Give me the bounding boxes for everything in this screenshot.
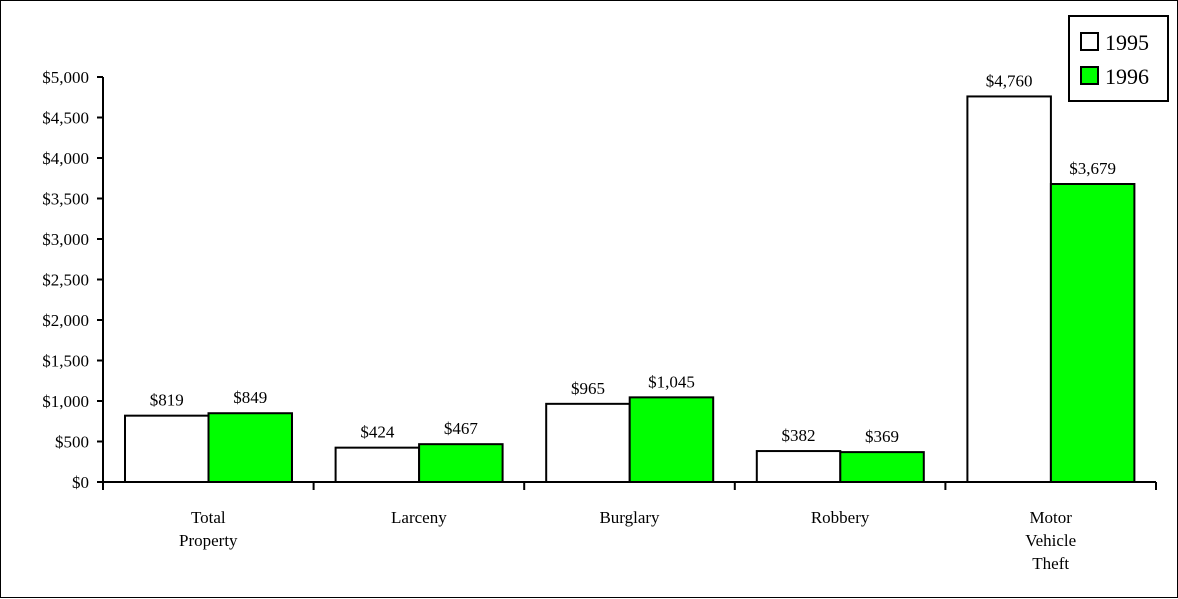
bar-1995	[545, 402, 631, 483]
legend-label-1995: 1995	[1105, 30, 1149, 55]
y-tick-label: $4,000	[42, 149, 89, 168]
y-tick-label: $2,000	[42, 311, 89, 330]
x-category-label: Total Property	[179, 508, 238, 550]
bar-value-label: $424	[360, 423, 395, 442]
x-category-label: Motor Vehicle Theft	[1025, 508, 1076, 573]
bar-value-label: $3,679	[1069, 159, 1116, 178]
y-tick-label: $500	[55, 433, 89, 452]
x-axis: Total Property Larceny Burglary Robbery Motor…	[102, 481, 1157, 573]
bar-1995	[966, 95, 1052, 483]
legend: 1995 1996	[1068, 15, 1169, 102]
bar-value-label: $467	[444, 419, 479, 438]
bar-1996	[839, 451, 925, 483]
y-tick-label: $4,500	[42, 109, 89, 128]
x-category-label: Burglary	[599, 508, 660, 527]
bar-value-label: $369	[865, 427, 899, 446]
bar-value-label: $849	[233, 388, 267, 407]
legend-box	[1068, 15, 1169, 102]
bar-value-label: $382	[782, 426, 816, 445]
bar-1996	[207, 412, 293, 483]
bar-value-label: $1,045	[648, 372, 695, 391]
bar-1995	[755, 450, 842, 484]
bars: $819 $424 $965 $382 $4,760 $849 $467 $1,045 $369…	[124, 71, 1136, 484]
bar-1996	[1049, 183, 1136, 483]
x-category-label: Larceny	[391, 508, 447, 527]
x-category-label: Robbery	[811, 508, 870, 527]
bar-value-label: $4,760	[986, 71, 1033, 90]
bar-1996	[628, 396, 715, 484]
bar-value-label: $819	[150, 391, 184, 410]
y-tick-label: $3,500	[42, 190, 89, 209]
y-tick-label: $5,000	[42, 68, 89, 87]
y-tick-label: $3,000	[42, 230, 89, 249]
y-tick-label: $2,500	[42, 271, 89, 290]
y-axis: $0 $500 $1,000 $1,500 $2,000 $2,500 $3,000 $3,5…	[42, 68, 104, 492]
bar-1996	[418, 443, 504, 484]
y-tick-label: $1,500	[42, 352, 89, 371]
y-tick-label: $1,000	[42, 392, 89, 411]
legend-label-1996: 1996	[1105, 64, 1149, 89]
bar-1995	[334, 446, 421, 484]
bar-value-label: $965	[571, 379, 605, 398]
legend-swatch-1996	[1080, 66, 1099, 85]
y-tick-label: $0	[72, 473, 89, 492]
legend-swatch-1995	[1080, 32, 1099, 51]
bar-1995	[124, 414, 210, 484]
